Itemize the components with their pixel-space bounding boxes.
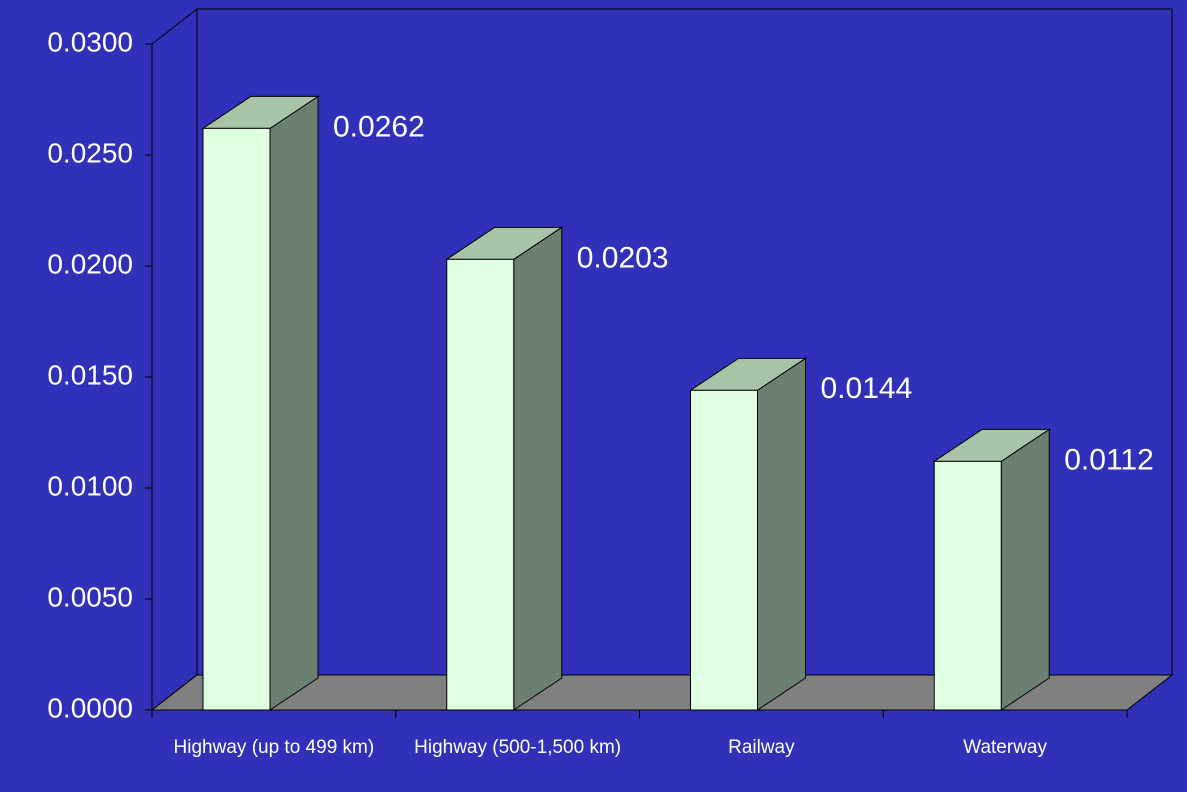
y-tick-label: 0.0300 [47,26,133,57]
bar-front [202,127,271,711]
y-tick-label: 0.0050 [47,581,133,612]
value-label: 0.0203 [577,241,669,274]
bar [688,357,808,711]
y-tick-label: 0.0250 [47,137,133,168]
bar-front [446,258,515,711]
value-label: 0.0112 [1064,443,1154,476]
bar [445,226,564,711]
bar-side [269,95,319,711]
bar-side [1000,428,1050,711]
y-tick-label: 0.0000 [47,692,133,723]
bar-side [513,226,563,711]
y-tick-label: 0.0200 [47,248,133,279]
bar-front [690,389,758,711]
x-tick-label: Waterway [963,737,1047,758]
y-tick-label: 0.0100 [47,470,133,501]
bar [201,95,320,711]
side-wall [151,7,198,712]
bar-front [933,460,1002,711]
value-label: 0.0262 [333,110,425,143]
x-tick-label: Highway (500-1,500 km) [414,737,622,758]
bar [932,428,1051,711]
x-tick-label: Highway (up to 499 km) [173,737,375,758]
bar-side [757,357,806,711]
x-tick-label: Railway [728,737,795,758]
y-tick-label: 0.0150 [47,359,133,390]
value-label: 0.0144 [821,372,913,405]
